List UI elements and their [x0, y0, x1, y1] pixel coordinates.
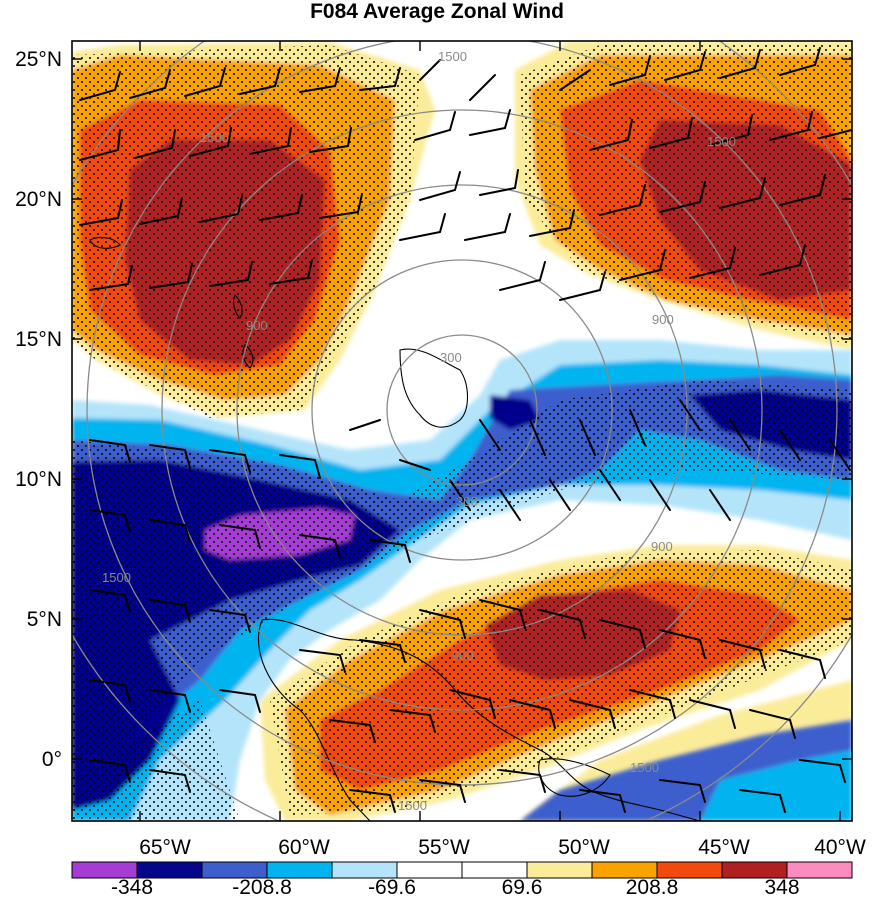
lon-label: 65°W [139, 836, 191, 859]
map-title: F084 Average Zonal Wind [310, 0, 564, 23]
colorbar-swatch [786, 861, 853, 879]
colorbar-label: -208.8 [232, 876, 292, 899]
ring-label: 1500 [398, 798, 427, 813]
ring-label: 1500 [630, 760, 659, 775]
latitude-labels: 25°N 20°N 15°N 10°N 5°N 0° [15, 48, 62, 771]
lat-label: 20°N [15, 188, 62, 211]
colorbar-label: -69.6 [368, 876, 416, 899]
lon-label: 60°W [278, 836, 330, 859]
ring-label: 900 [651, 539, 673, 554]
colorbar-swatches [71, 861, 853, 879]
ring-label: 900 [652, 312, 674, 327]
lat-label: 25°N [15, 48, 62, 71]
lon-label: 55°W [418, 836, 470, 859]
longitude-labels: 65°W 60°W 55°W 50°W 45°W 40°W [139, 836, 866, 859]
lat-label: 10°N [15, 468, 62, 491]
ring-label: 300 [440, 350, 462, 365]
significance-stippling [72, 45, 852, 821]
lon-label: 45°W [698, 836, 750, 859]
ring-label: 300 [456, 494, 478, 509]
lon-label: 50°W [558, 836, 610, 859]
lat-label: 0° [42, 748, 62, 771]
range-ring-labels: 1500 1500 900 1500 900 300 300 900 900 1… [102, 49, 736, 813]
colorbar-labels: -348 -208.8 -69.6 69.6 208.8 348 [111, 876, 800, 899]
map-plot-area [72, 41, 852, 821]
ring-label: 1500 [102, 570, 131, 585]
axis-ticks [72, 41, 852, 821]
ring-label: 1500 [438, 49, 467, 64]
colorbar-label: 208.8 [626, 876, 679, 899]
lat-label: 15°N [15, 328, 62, 351]
colorbar-label: -348 [111, 876, 153, 899]
lat-label: 5°N [27, 608, 62, 631]
plot-frame [71, 40, 853, 822]
ring-label: 900 [452, 648, 474, 663]
lon-label: 40°W [814, 836, 866, 859]
colorbar: -348 -208.8 -69.6 69.6 208.8 348 [71, 861, 853, 899]
ring-label: 1500 [200, 130, 229, 145]
colorbar-label: 348 [764, 876, 799, 899]
ring-label: 1500 [707, 134, 736, 149]
ring-label: 900 [246, 318, 268, 333]
wind-barbs [79, 47, 852, 813]
colorbar-label: 69.6 [502, 876, 543, 899]
